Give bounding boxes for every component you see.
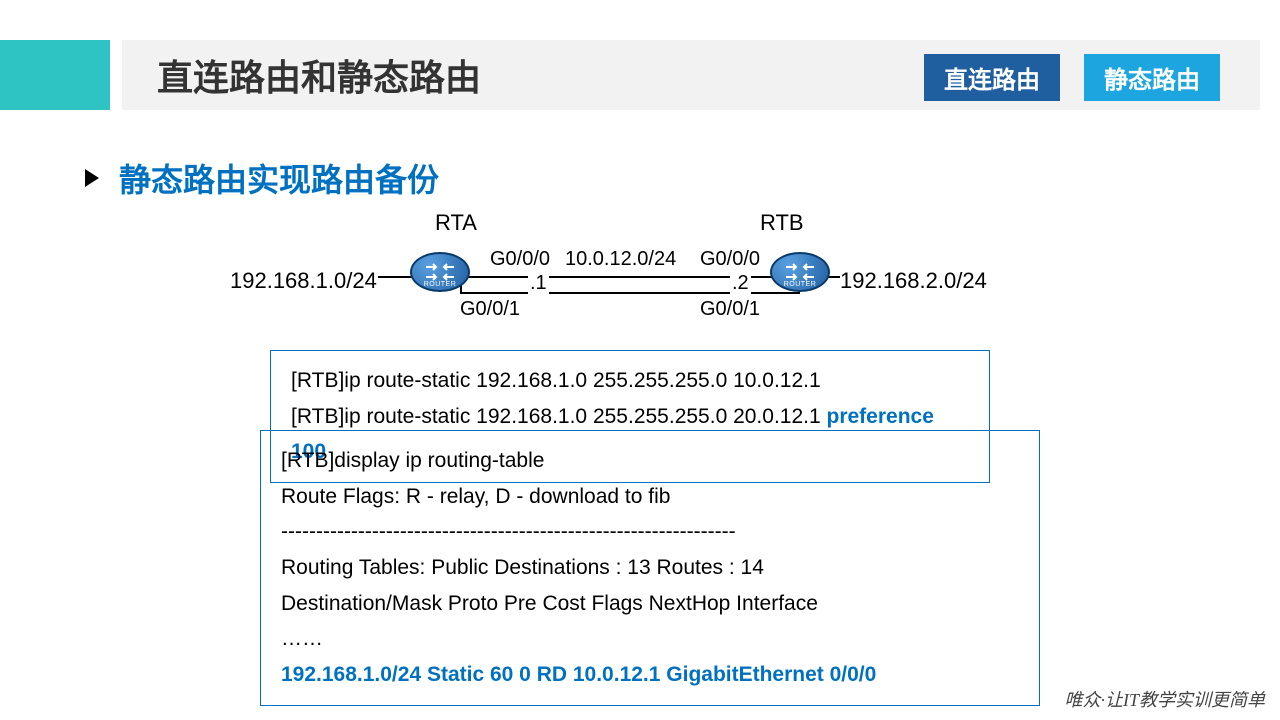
triangle-bullet-icon (85, 169, 99, 187)
rt-line-7-highlight: 192.168.1.0/24 Static 60 0 RD 10.0.12.1 … (281, 657, 1019, 693)
router-caption: ROUTER (412, 281, 468, 288)
subnet-left-label: 192.168.1.0/24 (230, 268, 377, 294)
router-a-name: RTA (435, 210, 477, 236)
section-heading: 静态路由实现路由备份 (85, 155, 439, 201)
interface-a-bottom: G0/0/1 (460, 298, 520, 321)
cmd-line-1: [RTB]ip route-static 192.168.1.0 255.255… (291, 363, 969, 399)
router-b-name: RTB (760, 210, 804, 236)
interface-b-bottom: G0/0/1 (700, 298, 760, 321)
host-addr-2: .2 (730, 272, 751, 295)
link-subnet-label: 10.0.12.0/24 (565, 248, 676, 271)
router-a-icon: ROUTER (410, 252, 470, 292)
chip-direct-route: 直连路由 (924, 54, 1060, 101)
rt-line-4: Routing Tables: Public Destinations : 13… (281, 550, 1019, 586)
rt-line-5: Destination/Mask Proto Pre Cost Flags Ne… (281, 586, 1019, 622)
network-diagram: 192.168.1.0/24 192.168.2.0/24 RTA RTB G0… (230, 210, 1010, 330)
interface-b-top: G0/0/0 (700, 248, 760, 271)
page-title: 直连路由和静态路由 (157, 49, 481, 101)
host-addr-1: .1 (528, 272, 549, 295)
chip-static-route: 静态路由 (1084, 54, 1220, 101)
router-b-icon: ROUTER (770, 252, 830, 292)
rt-line-6: …… (281, 621, 1019, 657)
footer-slogan: 唯众·让IT教学实训更简单 (1064, 686, 1265, 712)
title-strip: 直连路由和静态路由 直连路由 静态路由 (122, 40, 1260, 110)
routing-table-box: [RTB]display ip routing-table Route Flag… (260, 430, 1040, 706)
router-caption: ROUTER (772, 281, 828, 288)
rt-line-2: Route Flags: R - relay, D - download to … (281, 479, 1019, 515)
rt-line-3: ----------------------------------------… (281, 514, 1019, 550)
interface-a-top: G0/0/0 (490, 248, 550, 271)
accent-block (0, 40, 110, 110)
subnet-right-label: 192.168.2.0/24 (840, 268, 987, 294)
cmd-line-2-prefix: [RTB]ip route-static 192.168.1.0 255.255… (291, 405, 827, 428)
header-bar: 直连路由和静态路由 直连路由 静态路由 (0, 40, 1280, 110)
header-chips: 直连路由 静态路由 (924, 54, 1220, 101)
rt-line-1: [RTB]display ip routing-table (281, 443, 1019, 479)
section-title-text: 静态路由实现路由备份 (119, 155, 439, 201)
